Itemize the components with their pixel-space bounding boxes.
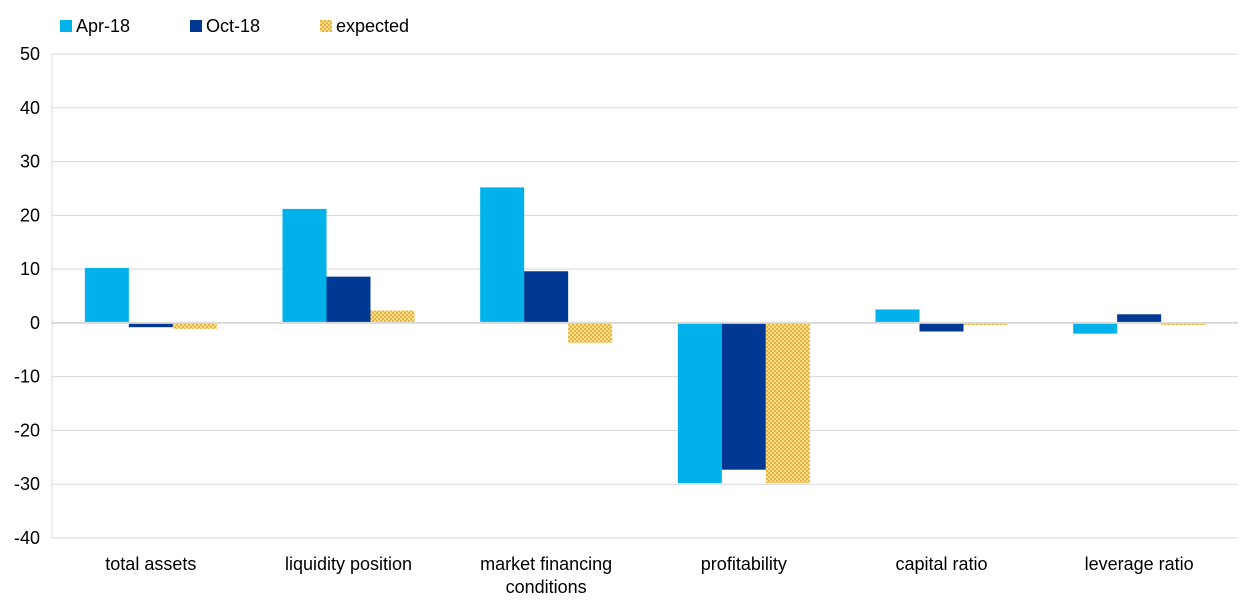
bar-apr-18-4: [875, 309, 920, 323]
y-tick-label: -30: [14, 474, 40, 494]
x-category-label: conditions: [506, 577, 587, 597]
bar-expected-2: [568, 322, 613, 343]
legend-label: Oct-18: [206, 16, 260, 36]
x-category-label: liquidity position: [285, 554, 412, 574]
x-category-label: total assets: [105, 554, 196, 574]
bar-expected-5: [1161, 322, 1206, 326]
y-tick-label: -20: [14, 420, 40, 440]
bar-apr-18-1: [282, 208, 327, 323]
x-category-label: capital ratio: [895, 554, 987, 574]
bar-apr-18-3: [677, 322, 722, 484]
y-tick-label: 10: [20, 259, 40, 279]
y-tick-label: 40: [20, 98, 40, 118]
x-category-label: profitability: [701, 554, 787, 574]
y-tick-label: 20: [20, 205, 40, 225]
bar-expected-4: [963, 322, 1008, 326]
bar-expected-0: [172, 322, 217, 329]
x-category-label: market financing: [480, 554, 612, 574]
x-category-label: leverage ratio: [1085, 554, 1194, 574]
bar-expected-1: [370, 310, 415, 323]
bar-oct-18-4: [919, 322, 964, 332]
legend-swatch: [60, 20, 72, 32]
bar-apr-18-5: [1073, 322, 1118, 334]
legend-label: Apr-18: [76, 16, 130, 36]
bar-oct-18-1: [326, 276, 371, 323]
axes: [51, 54, 1238, 539]
y-tick-label: -10: [14, 367, 40, 387]
y-tick-label: 0: [30, 313, 40, 333]
bars: [84, 187, 1206, 484]
bar-oct-18-2: [524, 271, 569, 323]
y-tick-labels: -40 -30 -20 -10 0 10 20 30 40 50: [14, 44, 40, 548]
bar-apr-18-0: [84, 268, 129, 323]
legend-label: expected: [336, 16, 409, 36]
legend-swatch: [190, 20, 202, 32]
y-tick-label: 50: [20, 44, 40, 64]
y-tick-label: -40: [14, 528, 40, 548]
bar-apr-18-2: [480, 187, 525, 323]
legend: Apr-18 Oct-18 expected: [60, 16, 409, 36]
gridlines: [52, 53, 1238, 539]
y-tick-label: 30: [20, 152, 40, 172]
bar-expected-3: [765, 322, 810, 484]
x-category-labels: total assets liquidity position market fin…: [105, 554, 1193, 597]
bar-oct-18-0: [128, 322, 173, 328]
legend-swatch: [320, 20, 332, 32]
bar-oct-18-5: [1117, 314, 1162, 323]
bar-oct-18-3: [721, 322, 766, 470]
